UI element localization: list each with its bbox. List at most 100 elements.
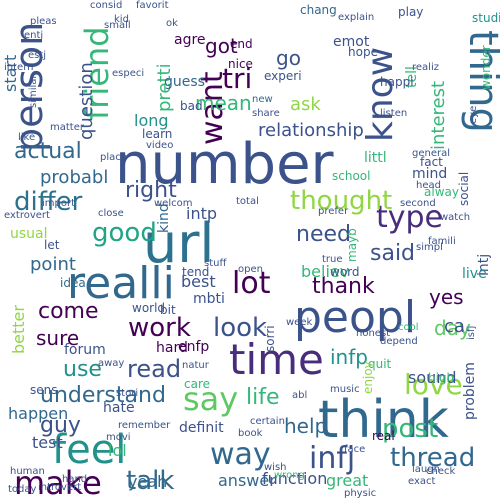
word: isfj [466,326,477,340]
word: import [42,198,75,209]
word: understand [40,383,166,408]
word: live [462,266,487,282]
word: let [44,238,60,252]
word: second [400,198,436,209]
word: sound [408,368,457,387]
word: lol [108,441,127,460]
word: true [322,254,343,265]
word: bit [160,303,176,317]
word: school [332,169,370,183]
word: love [404,368,463,401]
word: consid [90,0,122,11]
word: social [457,172,471,206]
word: believ [301,262,349,281]
word: stuff [204,258,227,269]
word: stori [116,388,138,399]
word: come [38,299,99,324]
word: human [10,466,45,477]
word: usual [10,226,48,242]
word: tri [222,62,252,95]
word: book [238,428,263,439]
word: face [344,444,365,455]
word: ca [444,316,465,337]
word: use [63,357,102,382]
word: laugh [412,464,440,475]
word: entj [24,30,43,41]
word: idea [60,276,86,290]
word: said [370,241,415,266]
word: answer [218,471,276,490]
word: real [372,429,395,443]
word: small [104,20,131,31]
word: way [210,437,271,472]
word: say [183,380,238,418]
word: especi [112,68,144,79]
word: guess [164,74,205,90]
word: thing [460,30,500,133]
word: ask [290,94,321,115]
word: away [98,358,124,369]
word: abl [292,390,307,401]
word: mbti [193,291,225,307]
word: type [376,200,443,235]
word: honest [356,328,390,339]
word: cool [398,322,419,333]
word: intp [186,204,217,223]
word: wrong [274,470,305,481]
word: differ [14,187,83,217]
word: extrovert [4,210,50,221]
word: prefer [318,206,349,217]
word: watch [440,212,470,223]
word: interest [428,81,449,150]
word: happen [8,404,68,423]
word: quit [368,357,392,371]
word: favorit [136,0,169,11]
word: world [132,301,165,315]
word: like [18,132,35,143]
word: realiz [412,62,439,73]
word: number [115,132,335,197]
word: best [181,272,216,291]
word: eye [468,106,479,124]
word: bad [180,99,203,113]
word: person [7,22,51,152]
word: hard [156,340,188,356]
word: enfp [178,339,209,355]
word: open [238,264,263,275]
word: depend [380,336,418,347]
word: fact [420,155,443,169]
word: learn [142,127,172,141]
word: lot [232,266,271,301]
word: littl [364,150,387,166]
word: sens [30,383,58,397]
word: definit [179,420,224,436]
word: music [330,384,360,395]
word: long [134,111,169,130]
word: remember [118,420,171,431]
word: total [236,196,259,207]
word: listen [380,108,407,119]
word: friend [78,26,116,120]
word: emot [333,34,370,50]
word: good [92,218,157,248]
word: natur [182,360,210,371]
word: want [195,71,230,145]
word: know [360,47,401,142]
word: sorri [263,325,277,352]
word: general [412,148,450,159]
word: read [127,355,181,383]
word: hand [62,474,87,485]
word: chang [300,3,337,17]
word: share [252,108,280,119]
word: time [229,335,324,384]
word: matter [50,122,85,133]
word: infj [309,441,355,476]
word: need [296,222,351,247]
word: right [125,178,177,203]
word: start [1,55,20,92]
word: welcom [154,198,192,209]
word: thread [390,443,475,473]
word: work [128,313,191,343]
word: experi [264,69,302,83]
